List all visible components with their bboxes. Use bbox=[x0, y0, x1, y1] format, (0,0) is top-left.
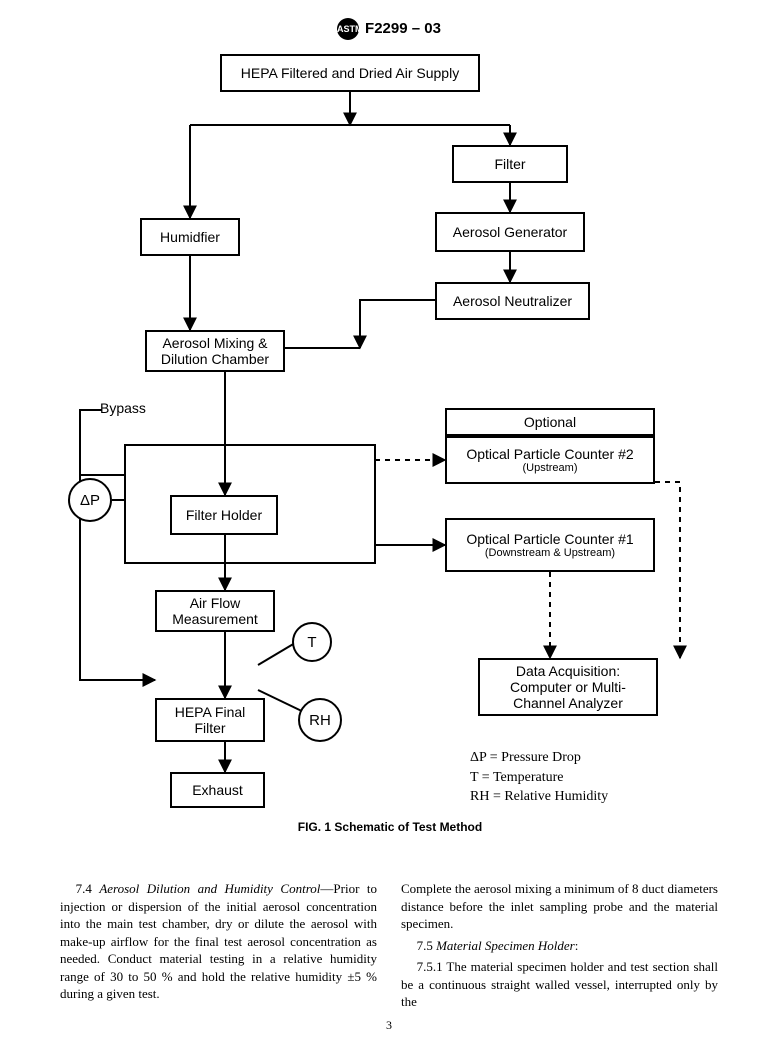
node-airflow-measurement: Air Flow Measurement bbox=[155, 590, 275, 632]
opc2-sub: (Upstream) bbox=[522, 462, 577, 475]
opc1-sub: (Downstream & Upstream) bbox=[485, 547, 615, 560]
node-aerosol-generator: Aerosol Generator bbox=[435, 212, 585, 252]
schematic-diagram: HEPA Filtered and Dried Air Supply Filte… bbox=[40, 50, 740, 840]
figure-caption: FIG. 1 Schematic of Test Method bbox=[40, 820, 740, 834]
legend: ΔP = Pressure Drop T = Temperature RH = … bbox=[470, 748, 608, 807]
node-filter-holder: Filter Holder bbox=[170, 495, 278, 535]
page: ASTM F2299 – 03 bbox=[0, 0, 778, 1041]
node-opc2: Optical Particle Counter #2 (Upstream) bbox=[445, 436, 655, 484]
para-7-4: 7.4 Aerosol Dilution and Humidity Contro… bbox=[60, 880, 377, 1003]
legend-dp: ΔP = Pressure Drop bbox=[470, 748, 608, 768]
legend-t: T = Temperature bbox=[470, 768, 608, 788]
node-exhaust: Exhaust bbox=[170, 772, 265, 808]
astm-logo-icon: ASTM bbox=[337, 18, 359, 40]
opc2-title: Optical Particle Counter #2 bbox=[466, 446, 633, 462]
node-optional-header: Optional bbox=[445, 408, 655, 436]
node-temperature: T bbox=[292, 622, 332, 662]
page-number: 3 bbox=[0, 1018, 778, 1033]
label-bypass: Bypass bbox=[100, 400, 146, 416]
para-7-5: 7.5 Material Specimen Holder: bbox=[401, 937, 718, 955]
node-hepa-final: HEPA Final Filter bbox=[155, 698, 265, 742]
node-filter: Filter bbox=[452, 145, 568, 183]
document-header: ASTM F2299 – 03 bbox=[0, 18, 778, 40]
node-delta-p: ΔP bbox=[68, 478, 112, 522]
node-mixing-chamber: Aerosol Mixing & Dilution Chamber bbox=[145, 330, 285, 372]
para-7-5-1: 7.5.1 The material specimen holder and t… bbox=[401, 958, 718, 1011]
para-7-4-cont: Complete the aerosol mixing a minimum of… bbox=[401, 880, 718, 933]
node-aerosol-neutralizer: Aerosol Neutralizer bbox=[435, 282, 590, 320]
legend-rh: RH = Relative Humidity bbox=[470, 787, 608, 807]
node-opc1: Optical Particle Counter #1 (Downstream … bbox=[445, 518, 655, 572]
node-relative-humidity: RH bbox=[298, 698, 342, 742]
node-daq: Data Acquisition: Computer or Multi-Chan… bbox=[478, 658, 658, 716]
node-humidifier: Humidfier bbox=[140, 218, 240, 256]
node-hepa-supply: HEPA Filtered and Dried Air Supply bbox=[220, 54, 480, 92]
standard-number: F2299 – 03 bbox=[365, 20, 441, 37]
body-text: 7.4 Aerosol Dilution and Humidity Contro… bbox=[60, 880, 718, 1011]
opc1-title: Optical Particle Counter #1 bbox=[466, 531, 633, 547]
